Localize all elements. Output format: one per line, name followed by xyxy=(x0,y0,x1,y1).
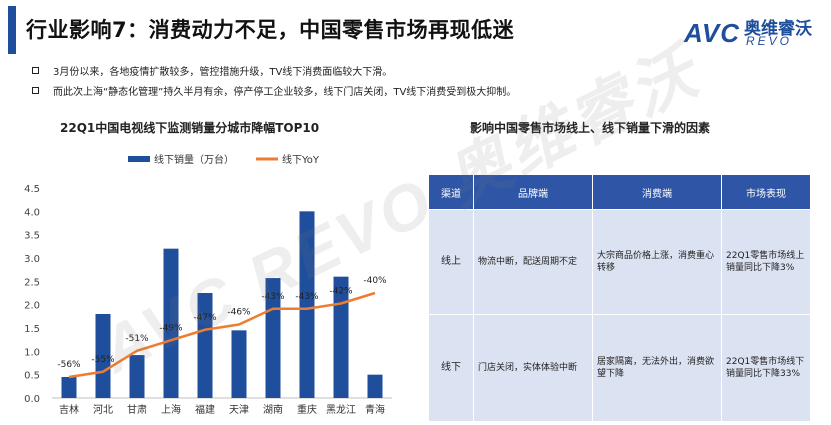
yoy-data-label: -49% xyxy=(159,323,183,333)
yoy-line xyxy=(68,291,376,379)
y-tick-label: 1.0 xyxy=(24,347,40,358)
brand-logo: AVC 奥维睿沃 REVO xyxy=(684,14,814,50)
y-tick-label: 4.0 xyxy=(24,207,40,218)
yoy-data-label: -56% xyxy=(57,360,81,370)
bullet-list: 3月份以来，各地疫情扩散较多，管控措施升级，TV线下消费面临较大下滑。 而此次上… xyxy=(32,60,516,100)
bar-mark xyxy=(129,355,145,398)
bullet-item: 而此次上海“静态化管理”持久半月有余，停产停工企业较多，线下门店关闭，TV线下消… xyxy=(32,80,516,100)
table-header-cell: 渠道 xyxy=(428,174,474,210)
legend-bar-swatch xyxy=(128,156,150,162)
table-cell: 门店关闭，实体体验中断 xyxy=(473,314,593,422)
yoy-data-label: -55% xyxy=(91,355,115,365)
y-tick-label: 3.5 xyxy=(24,231,40,242)
yoy-data-label: -47% xyxy=(193,313,217,323)
legend-line-label: 线下YoY xyxy=(282,153,320,166)
page-title: 行业影响7：消费动力不足，中国零售市场再现低迷 xyxy=(26,18,515,42)
x-tick-label: 黑龙江 xyxy=(326,403,356,416)
yoy-data-label: -51% xyxy=(125,334,149,344)
table-header-row: 渠道 品牌端 消费端 市场表现 xyxy=(428,174,811,210)
yoy-data-label: -43% xyxy=(295,292,319,302)
table-cell: 居家隔离，无法外出，消费欲望下降 xyxy=(592,314,722,422)
yoy-data-label: -43% xyxy=(261,292,285,302)
x-tick-label: 重庆 xyxy=(297,403,317,416)
x-tick-label: 吉林 xyxy=(59,403,79,416)
x-tick-label: 河北 xyxy=(93,404,113,416)
bar-line-chart: 线下销量（万台） 线下YoY 0.0 0.5 1.0 1.5 2.0 2.5 3.0 3.5 4.0… xyxy=(24,153,392,416)
table-row: 线上 物流中断，配送周期不定 大宗商品价格上涨，消费重心转移 22Q1零售市场线… xyxy=(428,209,811,315)
bullet-square-icon xyxy=(32,86,39,94)
y-tick-label: 4.5 xyxy=(24,184,40,195)
logo-en-text: REVO xyxy=(746,34,793,48)
bar-mark xyxy=(299,211,315,398)
bar-mark xyxy=(95,314,111,398)
legend-bar-label: 线下销量（万台） xyxy=(154,153,234,166)
bar-mark xyxy=(333,276,349,398)
y-tick-label: 2.5 xyxy=(24,277,40,288)
yoy-data-label: -42% xyxy=(329,287,353,297)
table-cell: 22Q1零售市场线上销量同比下降3% xyxy=(721,209,811,315)
logo-avc-text: AVC xyxy=(684,18,740,48)
y-tick-label: 0.5 xyxy=(24,371,40,382)
table-header-cell: 消费端 xyxy=(592,174,722,210)
y-tick-label: 0.0 xyxy=(24,394,40,405)
table-row: 线下 门店关闭，实体体验中断 居家隔离，无法外出，消费欲望下降 22Q1零售市场… xyxy=(428,314,811,422)
yoy-data-label: -40% xyxy=(363,276,387,286)
y-tick-label: 2.0 xyxy=(24,301,40,312)
bullet-text: 3月份以来，各地疫情扩散较多，管控措施升级，TV线下消费面临较大下滑。 xyxy=(53,66,393,78)
table-cell: 22Q1零售市场线下销量同比下降33% xyxy=(721,314,811,422)
yoy-data-label: -46% xyxy=(227,308,251,318)
table-header-cell: 市场表现 xyxy=(721,174,811,210)
bar-mark xyxy=(61,377,77,398)
y-tick-label: 3.0 xyxy=(24,254,40,265)
x-tick-label: 天津 xyxy=(229,404,249,416)
bullet-item: 3月份以来，各地疫情扩散较多，管控措施升级，TV线下消费面临较大下滑。 xyxy=(32,60,516,80)
logo-cn-text: 奥维睿沃 xyxy=(744,19,812,39)
bullet-text: 而此次上海“静态化管理”持久半月有余，停产停工企业较多，线下门店关闭，TV线下消… xyxy=(53,86,517,98)
table-header-cell: 品牌端 xyxy=(473,174,593,210)
chart-title: 22Q1中国电视线下监测销量分城市降幅TOP10 xyxy=(60,121,320,135)
table-cell: 线上 xyxy=(428,209,474,315)
x-tick-label: 青海 xyxy=(365,403,385,416)
table-cell: 线下 xyxy=(428,314,474,422)
table-title: 影响中国零售市场线上、线下销量下滑的因素 xyxy=(470,121,711,135)
x-tick-label: 福建 xyxy=(195,403,215,416)
title-accent-bar xyxy=(8,6,16,54)
table-cell: 大宗商品价格上涨，消费重心转移 xyxy=(592,209,722,315)
factors-table: 渠道 品牌端 消费端 市场表现 线上 物流中断，配送周期不定 大宗商品价格上涨，… xyxy=(428,174,811,422)
bar-mark xyxy=(367,374,383,398)
bar-mark xyxy=(163,248,179,398)
y-tick-label: 1.5 xyxy=(24,324,40,335)
table-cell: 物流中断，配送周期不定 xyxy=(473,209,593,315)
x-tick-label: 湖南 xyxy=(263,403,283,416)
bullet-square-icon xyxy=(32,66,39,74)
x-tick-label: 上海 xyxy=(161,403,181,416)
x-tick-label: 甘肃 xyxy=(127,403,147,416)
bar-mark xyxy=(197,293,213,398)
bar-mark xyxy=(231,330,247,398)
